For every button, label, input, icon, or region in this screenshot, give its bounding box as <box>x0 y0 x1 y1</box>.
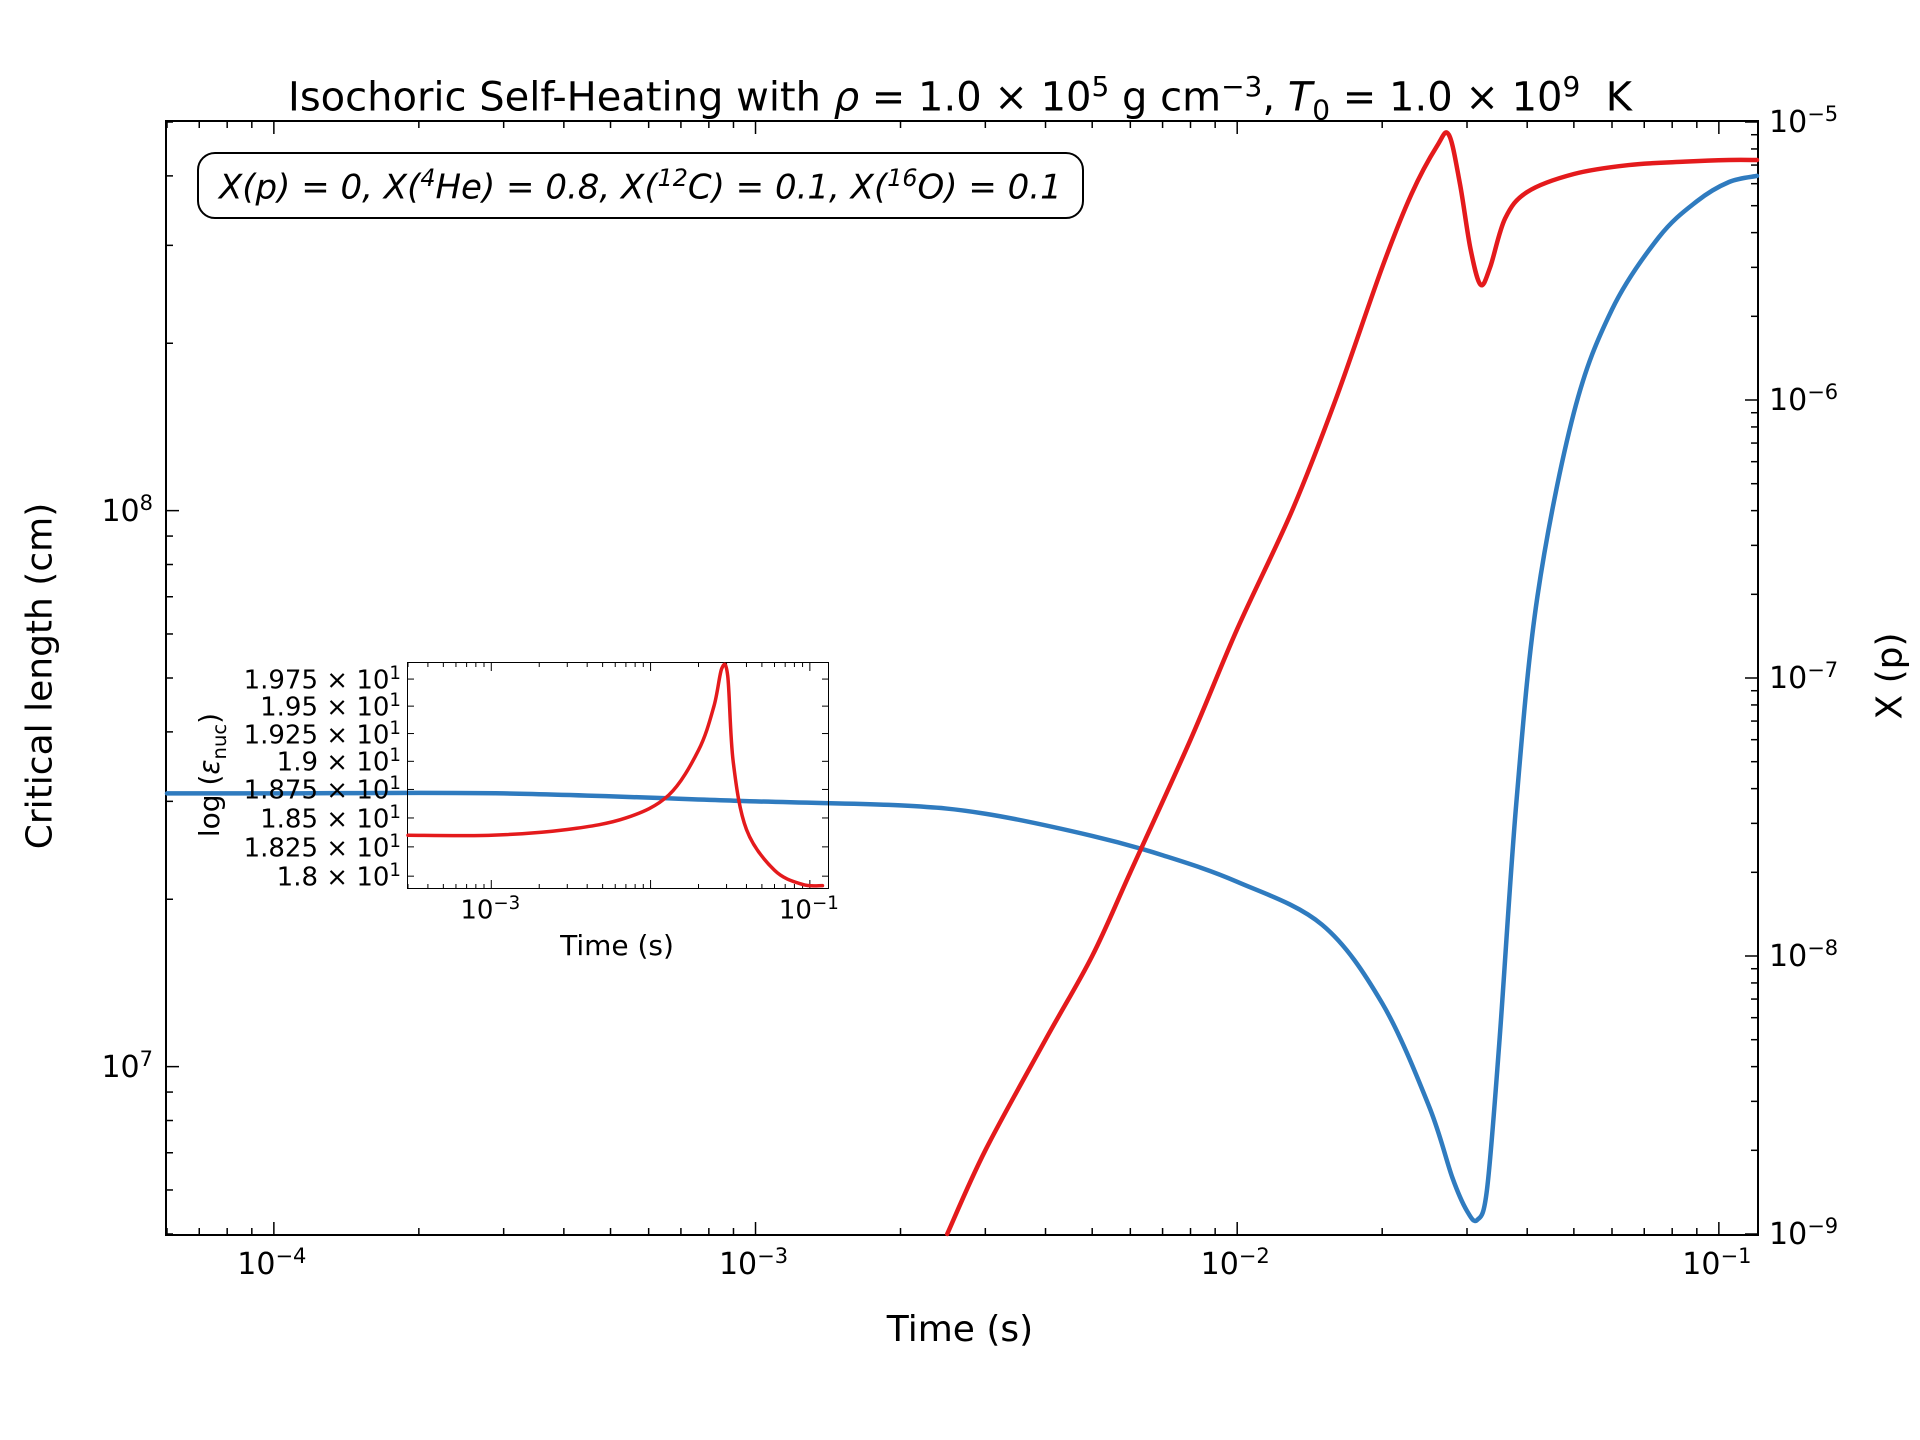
tick-label: 107 <box>101 1047 153 1085</box>
x-axis-label: Time (s) <box>887 1309 1033 1350</box>
tick-label: 108 <box>101 491 153 529</box>
tick-label: 10−2 <box>1201 1244 1270 1282</box>
tick-label: 10−1 <box>1682 1244 1751 1282</box>
inset-tick-label: 1.9 × 101 <box>277 745 401 778</box>
plot-area: X(p) = 0, X(4He) = 0.8, X(12C) = 0.1, X(… <box>165 120 1759 1236</box>
inset-y-label: log (εnuc) <box>193 712 231 836</box>
chart-title: Isochoric Self-Heating with ρ = 1.0 × 10… <box>0 70 1920 126</box>
tick-label: 10−8 <box>1769 936 1838 974</box>
tick-label: 10−6 <box>1769 380 1838 418</box>
inset-tick-label: Time (s) <box>560 929 674 962</box>
inset-tick-label: 1.875 × 101 <box>244 773 401 806</box>
composition-annotation: X(p) = 0, X(4He) = 0.8, X(12C) = 0.1, X(… <box>197 152 1084 219</box>
inset-tick-label: 1.85 × 101 <box>260 802 401 835</box>
chart-container: Isochoric Self-Heating with ρ = 1.0 × 10… <box>0 0 1920 1440</box>
y-left-axis-label: Critical length (cm) <box>20 503 61 850</box>
inset-svg <box>408 663 828 888</box>
tick-label: 10−9 <box>1769 1214 1838 1252</box>
tick-label: 10−7 <box>1769 658 1838 696</box>
plot-svg <box>167 122 1757 1234</box>
inset-tick-label: 1.825 × 101 <box>244 831 401 864</box>
tick-label: 10−4 <box>237 1244 306 1282</box>
inset-tick-label: 1.975 × 101 <box>244 663 401 696</box>
inset-tick-label: 10−3 <box>460 893 520 926</box>
y-right-axis-label: X (p) <box>1870 632 1911 719</box>
inset-tick-label: 10−1 <box>779 893 839 926</box>
tick-label: 10−3 <box>719 1244 788 1282</box>
tick-label: 10−5 <box>1769 102 1838 140</box>
inset-tick-label: 1.8 × 101 <box>277 860 401 893</box>
inset-plot <box>407 662 829 889</box>
